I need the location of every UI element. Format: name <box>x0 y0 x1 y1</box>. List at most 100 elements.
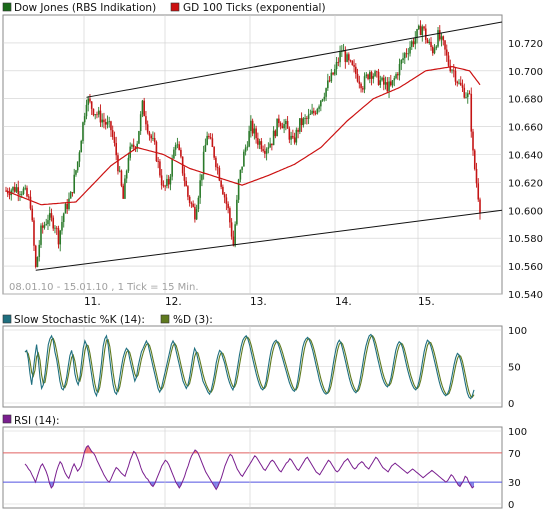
candle-body <box>351 61 354 65</box>
candle-body <box>211 138 214 147</box>
candle-body <box>473 150 476 169</box>
candle-body <box>400 60 403 64</box>
candle-body <box>330 72 333 82</box>
candle-body <box>419 25 422 36</box>
candle-body <box>201 174 203 181</box>
candle-body <box>174 145 177 150</box>
candle-body <box>468 93 471 95</box>
candle-body <box>447 55 450 66</box>
candle-body <box>346 54 348 62</box>
candle-body <box>374 71 376 77</box>
candle-body <box>313 110 315 114</box>
candle-body <box>31 208 34 221</box>
candle-body <box>417 25 420 30</box>
candle-body <box>433 48 436 54</box>
main-x-tick-label: 14. <box>335 296 352 308</box>
stoch-k-legend-swatch-icon <box>2 314 12 324</box>
candle-body <box>281 126 284 129</box>
candle-body <box>29 196 32 209</box>
candle-body <box>78 152 81 162</box>
rsi-overbought-fill <box>86 445 89 453</box>
candle-body <box>213 146 215 158</box>
candle-body <box>292 135 294 138</box>
candle-body <box>160 175 163 186</box>
stoch-d-legend-label: %D (3): <box>173 314 213 326</box>
candle-body <box>229 208 231 223</box>
candle-body <box>297 129 299 132</box>
candle-body <box>465 97 467 98</box>
candle-body <box>438 30 441 40</box>
candle-body <box>68 198 70 210</box>
candle-body <box>334 69 336 75</box>
candle-body <box>244 147 247 152</box>
candle-body <box>134 147 137 149</box>
dow-jones-legend-label: Dow Jones (RBS Indikation) <box>14 2 156 14</box>
candle-body <box>348 54 350 61</box>
main-x-tick-label: 12. <box>165 296 182 308</box>
candle-body <box>188 196 191 203</box>
candle-body <box>339 51 341 63</box>
candle-body <box>435 46 438 49</box>
candle-body <box>383 77 385 85</box>
candle-body <box>15 187 18 192</box>
candle-body <box>377 71 380 85</box>
main-x-tick-label: 15. <box>418 296 435 308</box>
main-y-tick-label: 10.540 <box>508 290 543 301</box>
candle-body <box>372 76 375 79</box>
candle-body <box>276 118 278 137</box>
candle-body <box>69 192 72 199</box>
candle-body <box>396 74 399 76</box>
candle-body <box>220 180 222 187</box>
candle-body <box>66 203 69 210</box>
candle-body <box>311 110 313 114</box>
candle-body <box>246 146 249 148</box>
candle-body <box>278 118 280 124</box>
candle-body <box>272 130 275 146</box>
candle-body <box>55 227 58 229</box>
candle-body <box>300 118 303 126</box>
candle-body <box>314 113 317 114</box>
candle-body <box>353 64 355 67</box>
candle-body <box>386 82 389 92</box>
candle-body <box>388 81 390 92</box>
candle-body <box>136 143 138 149</box>
candle-body <box>335 61 338 70</box>
stoch-y-axis-labels: 100 50 0 <box>508 326 527 410</box>
candle-body <box>356 73 359 82</box>
upper-trendline <box>86 21 503 98</box>
candle-body <box>318 106 320 109</box>
rsi-overbought-fill <box>88 445 90 453</box>
candle-body <box>309 113 312 115</box>
candle-body <box>176 144 179 146</box>
candle-body <box>216 167 219 169</box>
candle-body <box>479 199 481 214</box>
candle-body <box>157 161 159 162</box>
stoch-y-tick-label: 50 <box>508 363 521 374</box>
candle-body <box>437 30 439 47</box>
candle-body <box>57 228 60 245</box>
main-y-tick-label: 10.660 <box>508 123 543 134</box>
rsi-oversold-fill <box>151 482 154 487</box>
candle-body <box>47 220 49 225</box>
stoch-k-line <box>24 333 475 400</box>
candle-body <box>225 197 228 204</box>
main-y-tick-label: 10.680 <box>508 95 543 106</box>
candle-body <box>101 119 103 123</box>
candle-body <box>274 130 277 137</box>
candle-body <box>454 70 457 82</box>
candle-body <box>118 170 121 172</box>
candle-body <box>251 120 254 134</box>
main-y-tick-label: 10.640 <box>508 151 543 162</box>
candle-body <box>461 85 464 88</box>
ma-legend-label: GD 100 Ticks (exponential) <box>183 2 326 14</box>
candle-body <box>103 119 105 123</box>
candle-body <box>61 222 63 231</box>
candle-body <box>306 118 308 119</box>
candle-body <box>405 53 408 55</box>
main-y-tick-label: 10.560 <box>508 262 543 273</box>
candle-body <box>76 161 79 171</box>
candle-body <box>73 174 76 193</box>
candle-body <box>131 144 133 147</box>
candle-body <box>185 180 187 187</box>
lower-trendline <box>35 209 503 271</box>
